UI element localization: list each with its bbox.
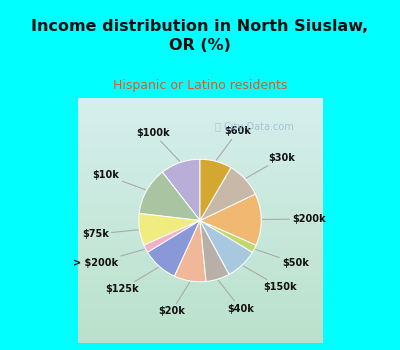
Text: $150k: $150k — [243, 266, 297, 292]
Wedge shape — [139, 172, 200, 220]
Text: $200k: $200k — [263, 214, 326, 224]
Text: ⓘ City-Data.com: ⓘ City-Data.com — [214, 122, 293, 132]
Text: $60k: $60k — [216, 126, 251, 160]
Wedge shape — [144, 220, 200, 252]
Text: Income distribution in North Siuslaw,
OR (%): Income distribution in North Siuslaw, OR… — [32, 19, 368, 52]
Text: $50k: $50k — [256, 250, 309, 268]
Wedge shape — [200, 194, 261, 245]
Text: $125k: $125k — [105, 267, 158, 294]
Wedge shape — [139, 214, 200, 245]
Text: $75k: $75k — [82, 229, 138, 239]
Text: Hispanic or Latino residents: Hispanic or Latino residents — [113, 79, 287, 92]
Wedge shape — [174, 220, 206, 282]
Text: $10k: $10k — [93, 170, 145, 190]
Text: $30k: $30k — [246, 153, 295, 178]
Wedge shape — [200, 220, 252, 274]
Wedge shape — [162, 159, 200, 220]
Wedge shape — [200, 159, 231, 220]
Wedge shape — [148, 220, 200, 276]
Wedge shape — [200, 220, 229, 281]
Wedge shape — [200, 168, 255, 220]
Text: $100k: $100k — [136, 128, 180, 161]
Text: $40k: $40k — [218, 280, 254, 314]
Text: > $200k: > $200k — [73, 250, 144, 268]
Wedge shape — [200, 220, 256, 252]
Text: $20k: $20k — [158, 282, 190, 316]
